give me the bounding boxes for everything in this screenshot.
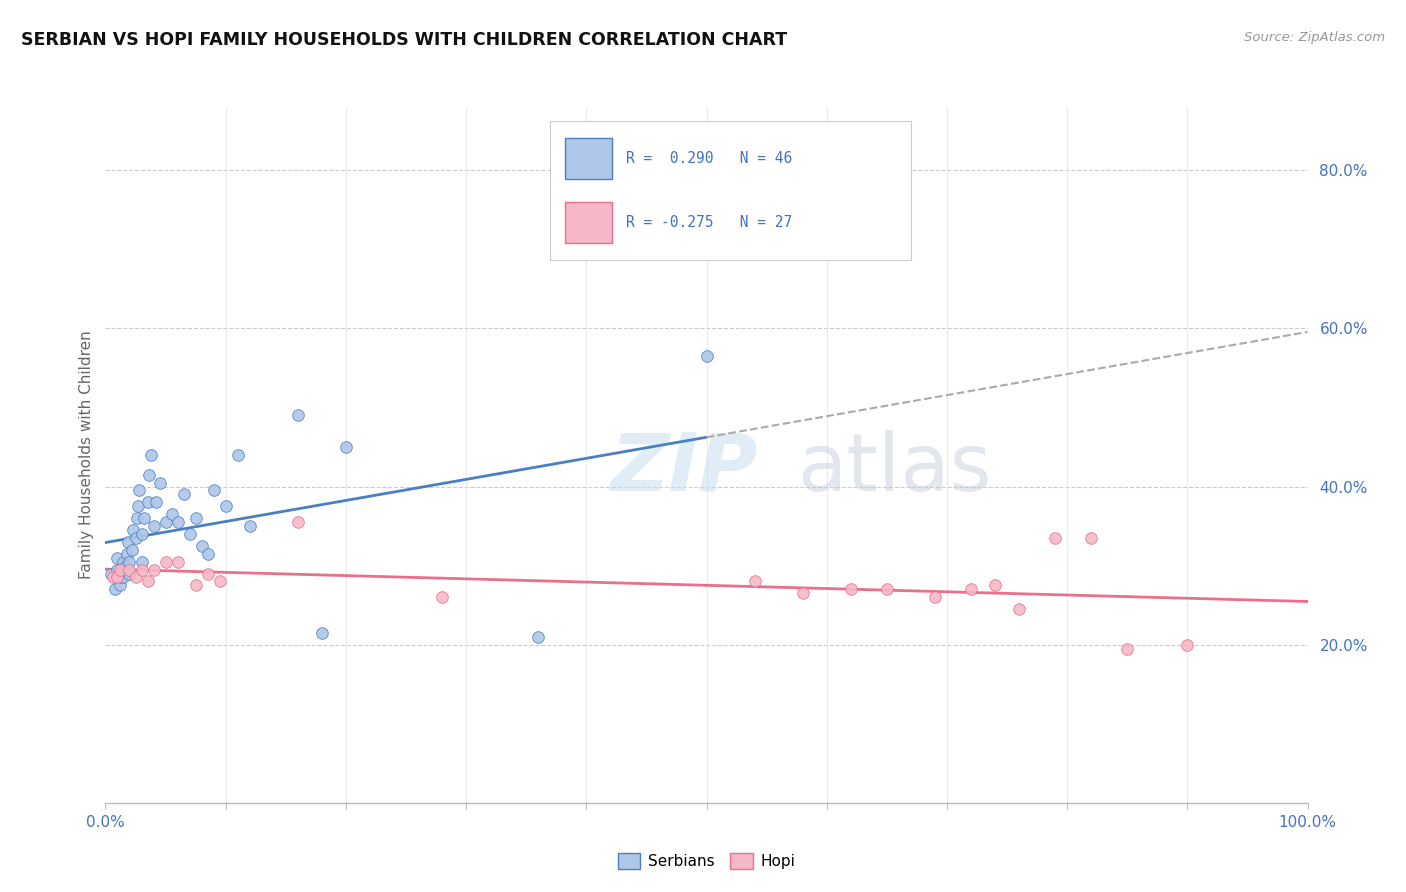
Point <box>131 563 153 577</box>
Point <box>1080 531 1102 545</box>
Point <box>287 515 309 529</box>
Point <box>115 558 138 573</box>
Point <box>128 483 150 498</box>
Text: ZIP: ZIP <box>610 430 758 508</box>
Point <box>138 467 160 482</box>
Point <box>155 515 177 529</box>
Point <box>127 500 149 514</box>
Point <box>160 507 183 521</box>
Point <box>287 409 309 423</box>
Point <box>107 563 129 577</box>
Point <box>197 547 219 561</box>
Point <box>136 574 159 589</box>
Point <box>876 582 898 597</box>
Point <box>136 495 159 509</box>
Y-axis label: Family Households with Children: Family Households with Children <box>79 331 94 579</box>
Point <box>139 448 162 462</box>
Point <box>208 574 231 589</box>
Point <box>744 574 766 589</box>
Point <box>166 555 188 569</box>
Point <box>101 570 124 584</box>
Point <box>142 519 165 533</box>
Point <box>124 570 146 584</box>
Point <box>311 625 333 640</box>
Point <box>100 566 122 581</box>
Point <box>112 563 135 577</box>
Point <box>184 578 207 592</box>
Point <box>696 349 718 363</box>
Point <box>117 534 139 549</box>
Point <box>1175 638 1198 652</box>
Point <box>1043 531 1066 545</box>
Point <box>214 500 236 514</box>
Point <box>202 483 225 498</box>
Text: Source: ZipAtlas.com: Source: ZipAtlas.com <box>1244 31 1385 45</box>
Point <box>430 591 453 605</box>
Point <box>112 555 135 569</box>
Point <box>148 475 170 490</box>
Point <box>107 570 129 584</box>
Point <box>239 519 262 533</box>
Point <box>226 448 249 462</box>
Point <box>527 630 550 644</box>
Point <box>792 586 814 600</box>
Point <box>115 547 138 561</box>
Point <box>112 570 135 584</box>
Point <box>131 555 153 569</box>
Point <box>924 591 946 605</box>
Point <box>839 582 862 597</box>
Point <box>107 550 129 565</box>
Point <box>124 531 146 545</box>
Point <box>118 555 141 569</box>
Point <box>110 570 132 584</box>
Point <box>108 563 131 577</box>
Text: atlas: atlas <box>797 430 991 508</box>
Point <box>190 539 212 553</box>
Point <box>197 566 219 581</box>
Point <box>166 515 188 529</box>
Point <box>335 440 357 454</box>
Point <box>104 582 127 597</box>
Point <box>121 542 143 557</box>
Point <box>1116 641 1139 656</box>
Point <box>984 578 1007 592</box>
Point <box>118 563 141 577</box>
Point <box>173 487 195 501</box>
Point <box>184 511 207 525</box>
Point <box>131 527 153 541</box>
Point <box>125 511 148 525</box>
Point <box>179 527 201 541</box>
Point <box>960 582 983 597</box>
Point <box>132 511 155 525</box>
Point <box>1008 602 1031 616</box>
Text: SERBIAN VS HOPI FAMILY HOUSEHOLDS WITH CHILDREN CORRELATION CHART: SERBIAN VS HOPI FAMILY HOUSEHOLDS WITH C… <box>21 31 787 49</box>
Point <box>155 555 177 569</box>
Legend: Serbians, Hopi: Serbians, Hopi <box>612 847 801 875</box>
Point <box>108 578 131 592</box>
Point <box>122 523 145 537</box>
Point <box>142 563 165 577</box>
Point <box>145 495 167 509</box>
Point <box>118 566 141 581</box>
